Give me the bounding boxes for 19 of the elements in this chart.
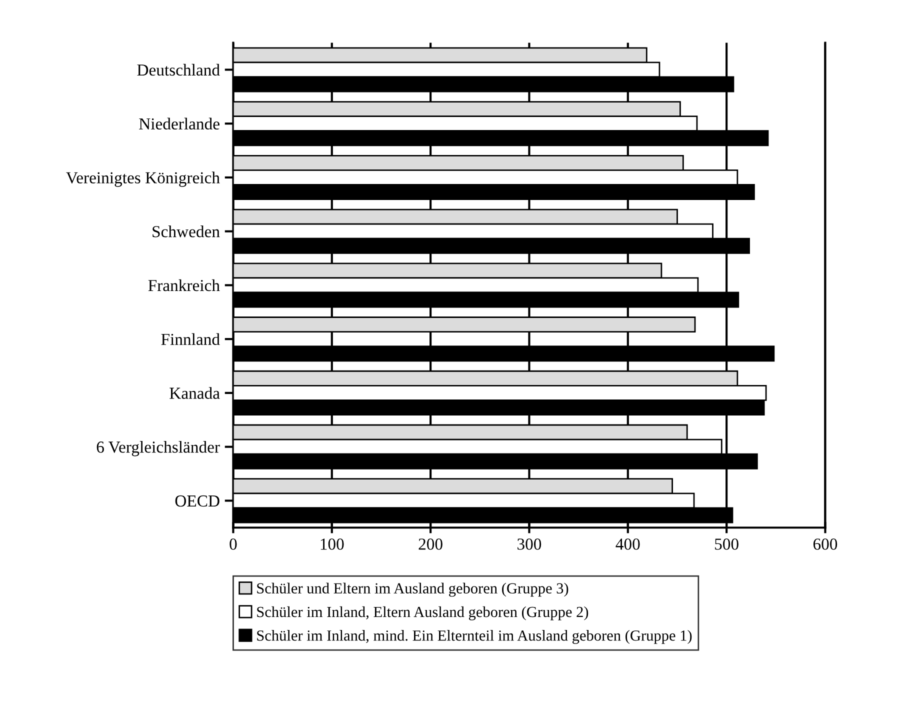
x-tick-label: 200 — [418, 538, 442, 550]
y-tick-label: Frankreich — [148, 279, 220, 292]
y-tick-label: Kanada — [170, 387, 220, 399]
y-tick-label: Schweden — [152, 226, 220, 238]
y-tick-label: Finnland — [161, 333, 220, 346]
legend-label: Schüler im Inland, Eltern Ausland geboren (Gruppe 2) — [257, 606, 588, 620]
legend-label: Schüler im Inland, mind. Ein Elternteil im Ausland geboren (Gruppe 1) — [257, 630, 692, 644]
x-tick-label: 400 — [616, 538, 640, 550]
y-tick-label: Niederlande — [139, 118, 220, 130]
y-tick-label: Deutschland — [137, 64, 220, 76]
y-tick-label: 6 Vergleichsländer — [96, 441, 220, 456]
legend-label: Schüler und Eltern im Ausland geboren (Gruppe 3) — [257, 582, 568, 597]
x-tick-label: 0 — [230, 538, 237, 550]
x-tick-label: 600 — [813, 538, 838, 550]
x-tick-label: 300 — [518, 538, 542, 550]
x-tick-label: 500 — [715, 538, 738, 550]
x-tick-label: 100 — [320, 538, 344, 550]
y-tick-label: OECD — [175, 495, 220, 507]
y-tick-label: Vereinigtes Königreich — [66, 172, 220, 187]
